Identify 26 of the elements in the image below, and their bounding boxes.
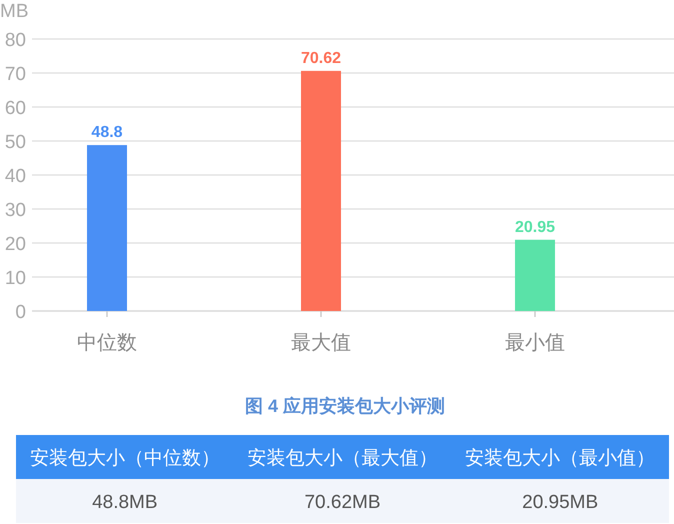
text: 图 4 应用安装包大小评测 bbox=[244, 396, 446, 416]
bar bbox=[515, 240, 555, 311]
y-tick-label: 40 bbox=[4, 166, 26, 187]
y-tick-label: 30 bbox=[4, 200, 26, 221]
y-axis-title: MB bbox=[0, 1, 28, 22]
y-tick-label: 0 bbox=[15, 302, 26, 323]
text: 安装包大小（最小值） bbox=[465, 447, 656, 469]
bar bbox=[87, 145, 127, 311]
text: 48.8MB bbox=[92, 492, 158, 513]
y-tick-label: 80 bbox=[4, 30, 26, 51]
x-tick-label: 最小值 bbox=[505, 332, 565, 354]
y-tick-label: 60 bbox=[4, 98, 26, 119]
y-tick-label: 50 bbox=[4, 132, 26, 153]
text: 70.62MB bbox=[304, 492, 381, 513]
data-label: 20.95 bbox=[514, 218, 556, 236]
x-tick-label: 最大值 bbox=[291, 332, 351, 354]
x-tick-label: 中位数 bbox=[77, 332, 137, 354]
y-tick-label: 20 bbox=[4, 234, 26, 255]
text: 20.95MB bbox=[522, 492, 598, 513]
y-tick-label: 70 bbox=[4, 64, 26, 85]
text: 安装包大小（中位数） bbox=[30, 447, 220, 469]
data-label: 48.8 bbox=[91, 124, 123, 142]
y-tick-label: 10 bbox=[4, 268, 26, 289]
bar bbox=[301, 70, 341, 311]
data-label: 70.62 bbox=[300, 50, 342, 67]
text: 安装包大小（最大值） bbox=[248, 447, 438, 469]
